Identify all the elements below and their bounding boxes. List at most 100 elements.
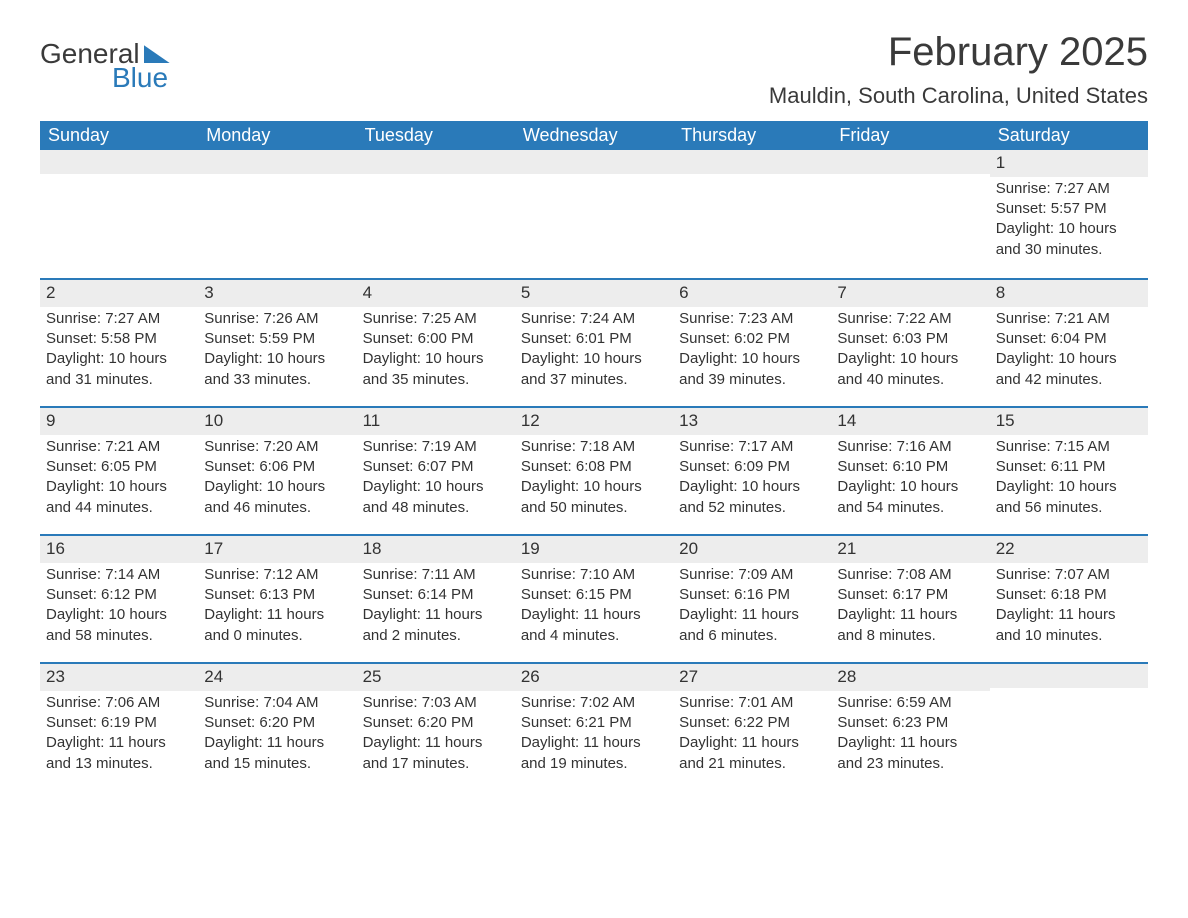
brand-word-2: Blue — [112, 62, 170, 94]
sunrise-text: Sunrise: 7:27 AM — [46, 309, 192, 329]
brand-flag-icon — [144, 45, 170, 63]
week-row: 1Sunrise: 7:27 AMSunset: 5:57 PMDaylight… — [40, 150, 1148, 278]
daylight-text: Daylight: 11 hours and 19 minutes. — [521, 733, 667, 774]
sunrise-text: Sunrise: 7:19 AM — [363, 437, 509, 457]
day-cell: 10Sunrise: 7:20 AMSunset: 6:06 PMDayligh… — [198, 408, 356, 534]
day-cell — [198, 150, 356, 278]
day-cell: 21Sunrise: 7:08 AMSunset: 6:17 PMDayligh… — [831, 536, 989, 662]
sunrise-text: Sunrise: 7:12 AM — [204, 565, 350, 585]
day-body: Sunrise: 7:07 AMSunset: 6:18 PMDaylight:… — [990, 563, 1148, 656]
daylight-text: Daylight: 11 hours and 6 minutes. — [679, 605, 825, 646]
daylight-text: Daylight: 11 hours and 17 minutes. — [363, 733, 509, 774]
day-body — [831, 174, 989, 186]
daylight-text: Daylight: 11 hours and 10 minutes. — [996, 605, 1142, 646]
daylight-text: Daylight: 10 hours and 31 minutes. — [46, 349, 192, 390]
weekday-header: Tuesday — [357, 121, 515, 150]
sunset-text: Sunset: 6:02 PM — [679, 329, 825, 349]
day-body: Sunrise: 7:04 AMSunset: 6:20 PMDaylight:… — [198, 691, 356, 784]
day-number: 18 — [357, 536, 515, 563]
day-body: Sunrise: 7:24 AMSunset: 6:01 PMDaylight:… — [515, 307, 673, 400]
sunrise-text: Sunrise: 7:14 AM — [46, 565, 192, 585]
sunrise-text: Sunrise: 7:02 AM — [521, 693, 667, 713]
day-cell: 4Sunrise: 7:25 AMSunset: 6:00 PMDaylight… — [357, 280, 515, 406]
day-number: 7 — [831, 280, 989, 307]
sunset-text: Sunset: 6:15 PM — [521, 585, 667, 605]
daylight-text: Daylight: 11 hours and 21 minutes. — [679, 733, 825, 774]
day-number: 3 — [198, 280, 356, 307]
day-cell: 12Sunrise: 7:18 AMSunset: 6:08 PMDayligh… — [515, 408, 673, 534]
sunrise-text: Sunrise: 7:17 AM — [679, 437, 825, 457]
day-cell: 26Sunrise: 7:02 AMSunset: 6:21 PMDayligh… — [515, 664, 673, 790]
day-body — [990, 688, 1148, 700]
daylight-text: Daylight: 10 hours and 37 minutes. — [521, 349, 667, 390]
sunset-text: Sunset: 6:11 PM — [996, 457, 1142, 477]
sunrise-text: Sunrise: 7:04 AM — [204, 693, 350, 713]
daylight-text: Daylight: 10 hours and 56 minutes. — [996, 477, 1142, 518]
day-cell: 25Sunrise: 7:03 AMSunset: 6:20 PMDayligh… — [357, 664, 515, 790]
day-cell: 20Sunrise: 7:09 AMSunset: 6:16 PMDayligh… — [673, 536, 831, 662]
day-body: Sunrise: 7:10 AMSunset: 6:15 PMDaylight:… — [515, 563, 673, 656]
title-block: February 2025 Mauldin, South Carolina, U… — [769, 30, 1148, 109]
day-cell: 28Sunrise: 6:59 AMSunset: 6:23 PMDayligh… — [831, 664, 989, 790]
sunset-text: Sunset: 6:09 PM — [679, 457, 825, 477]
daylight-text: Daylight: 11 hours and 8 minutes. — [837, 605, 983, 646]
month-title: February 2025 — [769, 30, 1148, 75]
day-number — [40, 150, 198, 174]
day-body — [357, 174, 515, 186]
sunset-text: Sunset: 6:16 PM — [679, 585, 825, 605]
day-cell: 22Sunrise: 7:07 AMSunset: 6:18 PMDayligh… — [990, 536, 1148, 662]
sunset-text: Sunset: 6:14 PM — [363, 585, 509, 605]
sunrise-text: Sunrise: 7:15 AM — [996, 437, 1142, 457]
sunset-text: Sunset: 6:04 PM — [996, 329, 1142, 349]
sunrise-text: Sunrise: 7:10 AM — [521, 565, 667, 585]
sunset-text: Sunset: 6:22 PM — [679, 713, 825, 733]
day-number: 10 — [198, 408, 356, 435]
weekday-header: Friday — [831, 121, 989, 150]
day-cell: 11Sunrise: 7:19 AMSunset: 6:07 PMDayligh… — [357, 408, 515, 534]
day-number: 27 — [673, 664, 831, 691]
sunset-text: Sunset: 6:19 PM — [46, 713, 192, 733]
day-body: Sunrise: 6:59 AMSunset: 6:23 PMDaylight:… — [831, 691, 989, 784]
calendar: Sunday Monday Tuesday Wednesday Thursday… — [40, 121, 1148, 790]
day-body: Sunrise: 7:21 AMSunset: 6:05 PMDaylight:… — [40, 435, 198, 528]
weekday-header-row: Sunday Monday Tuesday Wednesday Thursday… — [40, 121, 1148, 150]
day-number: 17 — [198, 536, 356, 563]
day-number — [990, 664, 1148, 688]
daylight-text: Daylight: 10 hours and 48 minutes. — [363, 477, 509, 518]
sunrise-text: Sunrise: 7:01 AM — [679, 693, 825, 713]
sunset-text: Sunset: 6:20 PM — [204, 713, 350, 733]
day-cell: 24Sunrise: 7:04 AMSunset: 6:20 PMDayligh… — [198, 664, 356, 790]
sunrise-text: Sunrise: 7:21 AM — [996, 309, 1142, 329]
day-body: Sunrise: 7:20 AMSunset: 6:06 PMDaylight:… — [198, 435, 356, 528]
sunrise-text: Sunrise: 7:23 AM — [679, 309, 825, 329]
day-number: 24 — [198, 664, 356, 691]
day-cell: 8Sunrise: 7:21 AMSunset: 6:04 PMDaylight… — [990, 280, 1148, 406]
sunrise-text: Sunrise: 7:09 AM — [679, 565, 825, 585]
day-cell: 2Sunrise: 7:27 AMSunset: 5:58 PMDaylight… — [40, 280, 198, 406]
daylight-text: Daylight: 11 hours and 13 minutes. — [46, 733, 192, 774]
daylight-text: Daylight: 10 hours and 44 minutes. — [46, 477, 192, 518]
day-body: Sunrise: 7:12 AMSunset: 6:13 PMDaylight:… — [198, 563, 356, 656]
sunset-text: Sunset: 6:05 PM — [46, 457, 192, 477]
sunset-text: Sunset: 6:07 PM — [363, 457, 509, 477]
sunrise-text: Sunrise: 7:25 AM — [363, 309, 509, 329]
daylight-text: Daylight: 10 hours and 33 minutes. — [204, 349, 350, 390]
weekday-header: Wednesday — [515, 121, 673, 150]
day-cell — [831, 150, 989, 278]
sunrise-text: Sunrise: 7:08 AM — [837, 565, 983, 585]
day-cell — [40, 150, 198, 278]
day-cell: 19Sunrise: 7:10 AMSunset: 6:15 PMDayligh… — [515, 536, 673, 662]
daylight-text: Daylight: 10 hours and 52 minutes. — [679, 477, 825, 518]
day-number: 9 — [40, 408, 198, 435]
day-number: 6 — [673, 280, 831, 307]
location-text: Mauldin, South Carolina, United States — [769, 83, 1148, 109]
day-number: 28 — [831, 664, 989, 691]
day-cell: 9Sunrise: 7:21 AMSunset: 6:05 PMDaylight… — [40, 408, 198, 534]
day-number: 4 — [357, 280, 515, 307]
daylight-text: Daylight: 11 hours and 15 minutes. — [204, 733, 350, 774]
day-number — [357, 150, 515, 174]
sunset-text: Sunset: 6:18 PM — [996, 585, 1142, 605]
day-number: 19 — [515, 536, 673, 563]
weeks-container: 1Sunrise: 7:27 AMSunset: 5:57 PMDaylight… — [40, 150, 1148, 790]
week-row: 16Sunrise: 7:14 AMSunset: 6:12 PMDayligh… — [40, 534, 1148, 662]
